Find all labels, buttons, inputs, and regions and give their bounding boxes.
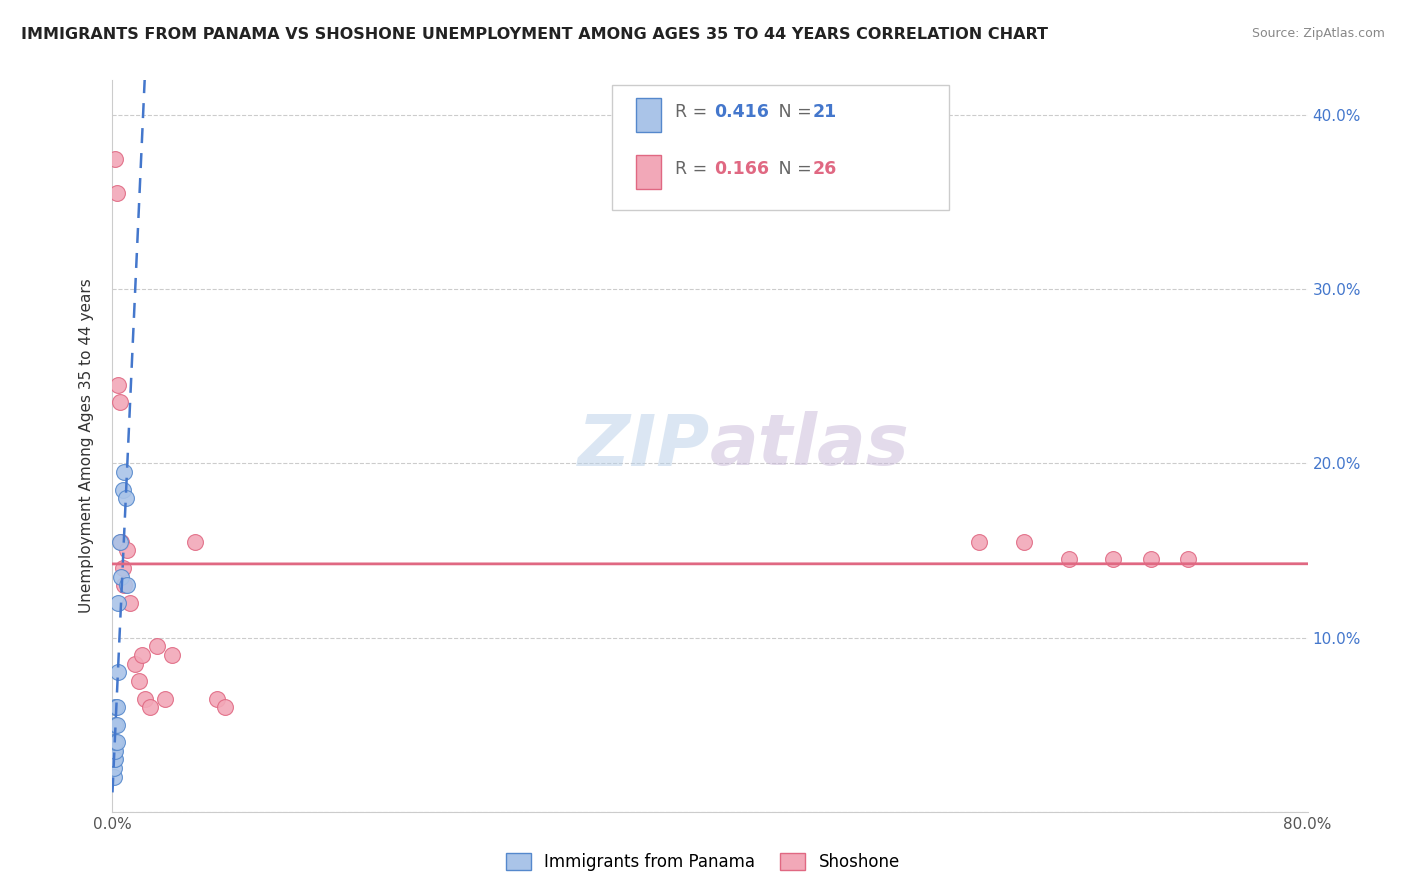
Point [1057, 552, 1080, 566]
Point [111, 483, 134, 497]
Point [967, 534, 990, 549]
Point [105, 735, 128, 749]
Point [110, 534, 132, 549]
Point [104, 717, 127, 731]
Point [131, 648, 153, 662]
Point [1012, 534, 1035, 549]
Text: R =: R = [675, 103, 713, 120]
Point [103, 735, 125, 749]
Point [114, 465, 135, 479]
Point [1177, 552, 1199, 566]
Point [104, 752, 127, 766]
Point [103, 770, 125, 784]
Point [120, 596, 142, 610]
Point [103, 744, 125, 758]
Point [183, 534, 205, 549]
Text: N =: N = [762, 160, 817, 178]
Point [124, 657, 146, 671]
Text: ZIP: ZIP [578, 411, 710, 481]
Point [103, 761, 125, 775]
Point [107, 596, 129, 610]
Point [146, 640, 169, 654]
Point [108, 395, 131, 409]
Point [103, 752, 125, 766]
Text: 21: 21 [813, 103, 837, 120]
Text: Source: ZipAtlas.com: Source: ZipAtlas.com [1251, 27, 1385, 40]
Legend: Immigrants from Panama, Shoshone: Immigrants from Panama, Shoshone [498, 845, 908, 880]
Point [114, 578, 135, 592]
Point [108, 534, 131, 549]
Text: N =: N = [762, 103, 817, 120]
Point [110, 569, 132, 583]
Point [214, 700, 236, 714]
Point [105, 717, 128, 731]
Point [111, 561, 134, 575]
Text: 0.416: 0.416 [714, 103, 769, 120]
Point [117, 543, 139, 558]
Text: 0.166: 0.166 [714, 160, 769, 178]
Point [104, 152, 127, 166]
Text: R =: R = [675, 160, 713, 178]
Point [115, 491, 138, 506]
Point [1139, 552, 1161, 566]
Point [105, 700, 128, 714]
Point [128, 674, 150, 689]
Point [105, 186, 128, 201]
Point [153, 691, 176, 706]
Point [205, 691, 228, 706]
Point [139, 700, 162, 714]
Y-axis label: Unemployment Among Ages 35 to 44 years: Unemployment Among Ages 35 to 44 years [79, 278, 94, 614]
Point [104, 744, 127, 758]
Point [1102, 552, 1125, 566]
Point [104, 700, 127, 714]
Point [107, 665, 129, 680]
Point [162, 648, 183, 662]
Text: IMMIGRANTS FROM PANAMA VS SHOSHONE UNEMPLOYMENT AMONG AGES 35 TO 44 YEARS CORREL: IMMIGRANTS FROM PANAMA VS SHOSHONE UNEMP… [21, 27, 1047, 42]
Text: atlas: atlas [710, 411, 910, 481]
Point [117, 578, 139, 592]
Point [107, 378, 129, 392]
Text: 26: 26 [813, 160, 837, 178]
Point [134, 691, 156, 706]
Point [104, 735, 127, 749]
